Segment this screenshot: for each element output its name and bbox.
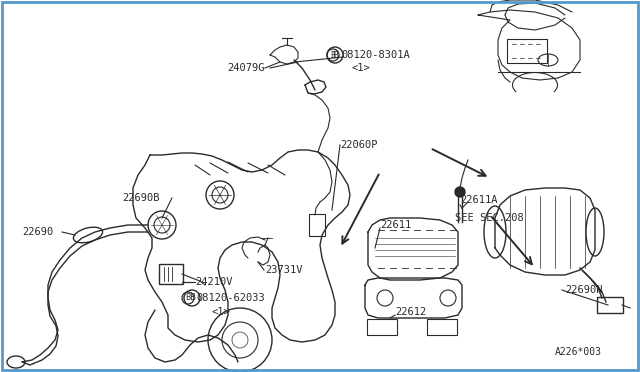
Text: 23731V: 23731V: [265, 265, 303, 275]
Text: B: B: [186, 294, 191, 302]
Text: 22612: 22612: [395, 307, 426, 317]
Text: 08120-62033: 08120-62033: [196, 293, 265, 303]
Text: B: B: [189, 294, 195, 302]
Text: 22690N: 22690N: [565, 285, 602, 295]
Text: 22611A: 22611A: [460, 195, 497, 205]
Text: 22690: 22690: [22, 227, 53, 237]
Text: 22060P: 22060P: [340, 140, 378, 150]
Text: B: B: [332, 51, 338, 60]
Text: 22690B: 22690B: [122, 193, 159, 203]
Text: 24210V: 24210V: [195, 277, 232, 287]
Text: <1>: <1>: [212, 307, 231, 317]
Text: 24079G: 24079G: [227, 63, 265, 73]
Text: A226*003: A226*003: [555, 347, 602, 357]
Text: <1>: <1>: [352, 63, 371, 73]
Text: B: B: [330, 51, 335, 60]
Text: 22611: 22611: [380, 220, 412, 230]
Text: SEE SEC.208: SEE SEC.208: [455, 213, 524, 223]
Text: 08120-8301A: 08120-8301A: [341, 50, 410, 60]
Circle shape: [455, 187, 465, 197]
